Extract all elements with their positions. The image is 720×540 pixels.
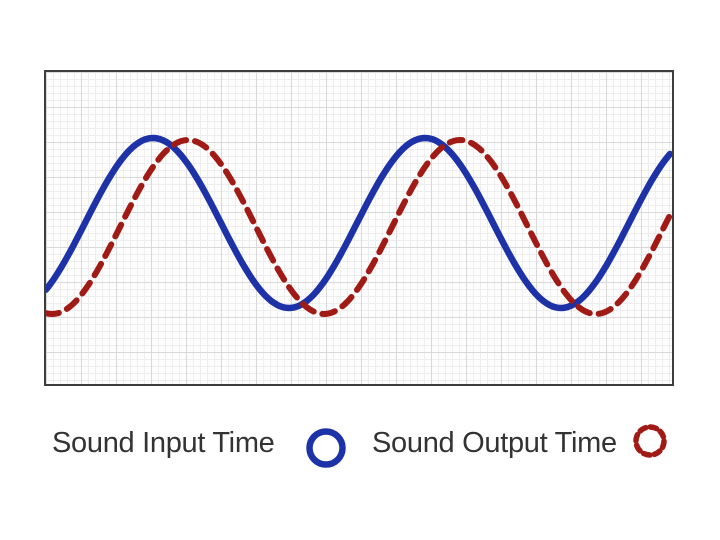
waveform-plot	[46, 134, 672, 317]
wave-solid	[46, 134, 672, 312]
legend-label-sound-output-time: Sound Output Time	[372, 427, 617, 459]
solid-circle-stroke	[306, 428, 346, 468]
waveform-chart	[44, 70, 674, 386]
solid-circle-icon	[306, 428, 346, 468]
dashed-circle-stroke	[633, 424, 667, 458]
dashed-circle-icon	[633, 424, 667, 458]
legend-label-sound-input-time: Sound Input Time	[52, 427, 275, 459]
wave-dashed	[46, 137, 672, 317]
